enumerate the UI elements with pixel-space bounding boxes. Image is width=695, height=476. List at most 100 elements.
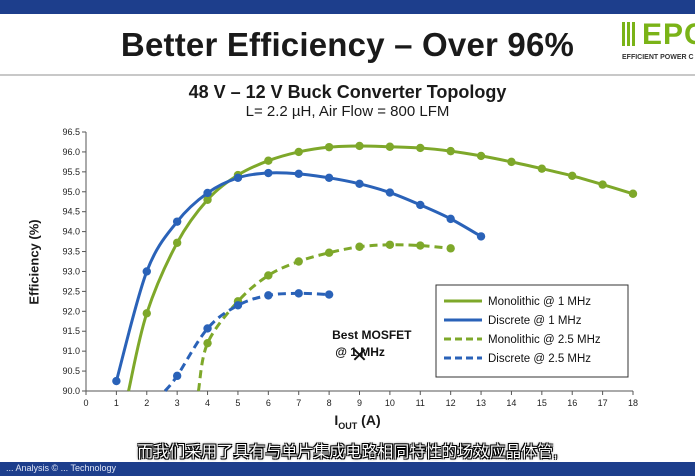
- y-tick-label: 96.0: [62, 147, 80, 157]
- chart-subtitle: L= 2.2 µH, Air Flow = 800 LFM: [245, 103, 450, 120]
- series-line-3: [196, 243, 451, 392]
- x-tick-label: 17: [598, 398, 608, 408]
- y-tick-label: 90.0: [62, 386, 80, 396]
- epc-logo: EPC EFFICIENT POWER C: [620, 20, 695, 72]
- data-point-series-4: [294, 289, 303, 298]
- data-point-series-3: [446, 244, 455, 253]
- data-point-series-2: [294, 169, 303, 179]
- data-point-series-4: [324, 290, 334, 299]
- top-banner: [0, 0, 695, 14]
- data-point-series-1: [324, 142, 334, 152]
- slide-title: Better Efficiency – Over 96%: [120, 26, 575, 63]
- legend-label-2: Discrete @ 1 MHz: [488, 315, 582, 327]
- x-tick-label: 4: [205, 398, 210, 408]
- data-point-series-4: [172, 371, 182, 381]
- data-point-series-2: [355, 179, 364, 188]
- x-tick-label: 14: [506, 398, 516, 408]
- legend-label-3: Monolithic @ 2.5 MHz: [488, 334, 601, 346]
- y-tick-label: 95.5: [62, 167, 80, 177]
- data-point-series-2: [172, 217, 182, 226]
- x-tick-label: 3: [175, 398, 180, 408]
- y-tick-label: 95.0: [62, 187, 80, 197]
- data-point-series-1: [385, 142, 395, 151]
- data-point-series-3: [203, 338, 212, 348]
- y-tick-label: 92.5: [62, 286, 80, 296]
- data-point-series-1: [537, 164, 547, 173]
- data-point-series-2: [203, 188, 212, 198]
- data-point-series-1: [294, 147, 303, 157]
- footer-text: ... Analysis © ... Technology: [6, 463, 117, 473]
- data-point-series-2: [142, 267, 151, 276]
- series-line-4: [163, 291, 330, 392]
- data-point-series-2: [112, 376, 121, 386]
- y-tick-label: 94.5: [62, 207, 80, 217]
- data-point-series-1: [628, 189, 638, 198]
- x-tick-label: 13: [476, 398, 486, 408]
- subtitle-caption: 而我们采用了具有与单片集成电路相同特性的场效应晶体管,: [137, 444, 558, 461]
- data-point-series-1: [172, 238, 182, 247]
- y-tick-label: 94.0: [62, 227, 80, 237]
- logo-bars-icon: [622, 22, 637, 46]
- x-tick-label: 0: [83, 398, 88, 408]
- data-point-series-1: [476, 151, 486, 161]
- y-tick-label: 93.5: [62, 247, 80, 257]
- title-bar: [0, 14, 695, 74]
- data-point-series-1: [142, 309, 151, 318]
- x-tick-label: 6: [266, 398, 271, 408]
- x-tick-label: 16: [567, 398, 577, 408]
- data-point-series-3: [385, 240, 395, 249]
- data-point-series-2: [385, 188, 395, 197]
- x-tick-label: 15: [537, 398, 547, 408]
- logo-tagline: EFFICIENT POWER C: [622, 54, 694, 61]
- data-point-series-4: [233, 301, 243, 310]
- data-point-series-1: [203, 195, 212, 204]
- series-line-2: [114, 171, 482, 382]
- data-point-series-1: [355, 141, 364, 151]
- data-point-series-3: [294, 257, 303, 266]
- y-tick-label: 92.0: [62, 306, 80, 316]
- data-point-series-1: [507, 157, 516, 167]
- data-point-series-1: [568, 171, 577, 181]
- x-tick-label: 10: [385, 398, 395, 408]
- data-point-series-4: [264, 291, 273, 300]
- data-point-series-2: [264, 168, 273, 178]
- x-tick-label: 11: [416, 398, 425, 408]
- data-point-series-1: [264, 156, 273, 165]
- legend-label-4: Discrete @ 2.5 MHz: [488, 353, 591, 365]
- y-tick-label: 96.5: [62, 127, 80, 137]
- x-tick-label: 8: [327, 398, 332, 408]
- data-point-series-4: [203, 324, 212, 333]
- data-point-series-1: [598, 180, 607, 189]
- x-tick-label: 12: [446, 398, 456, 408]
- chart-title: 48 V – 12 V Buck Converter Topology: [188, 82, 507, 102]
- logo-wordmark: EPC: [642, 20, 695, 51]
- x-tick-label: 7: [296, 398, 301, 408]
- annotation-x-marker: ✕: [351, 343, 368, 367]
- data-point-series-1: [446, 146, 455, 156]
- annotation-label-line1: Best MOSFET: [332, 328, 412, 342]
- data-point-series-2: [476, 232, 486, 241]
- footer-bar: ... Analysis © ... Technology: [0, 462, 695, 476]
- data-point-series-2: [324, 173, 334, 183]
- data-point-series-1: [416, 143, 425, 153]
- y-tick-label: 91.5: [62, 326, 80, 336]
- x-tick-label: 18: [628, 398, 638, 408]
- legend-label-1: Monolithic @ 1 MHz: [488, 296, 591, 308]
- x-axis-label: IOUT (A): [334, 412, 381, 431]
- x-tick-label: 5: [235, 398, 240, 408]
- data-point-series-2: [446, 214, 455, 224]
- x-tick-label: 9: [357, 398, 362, 408]
- x-tick-label: 2: [144, 398, 149, 408]
- data-point-series-3: [355, 242, 364, 251]
- y-tick-label: 90.5: [62, 366, 80, 376]
- data-point-series-3: [416, 241, 425, 250]
- data-point-series-2: [233, 173, 243, 183]
- data-point-series-3: [264, 271, 273, 280]
- annotation-label-line2: @ 1 MHz: [335, 345, 385, 359]
- y-tick-label: 91.0: [62, 346, 80, 356]
- y-tick-label: 93.0: [62, 266, 80, 276]
- data-point-series-3: [324, 248, 334, 257]
- x-tick-label: 1: [114, 398, 119, 408]
- title-divider: [0, 74, 695, 76]
